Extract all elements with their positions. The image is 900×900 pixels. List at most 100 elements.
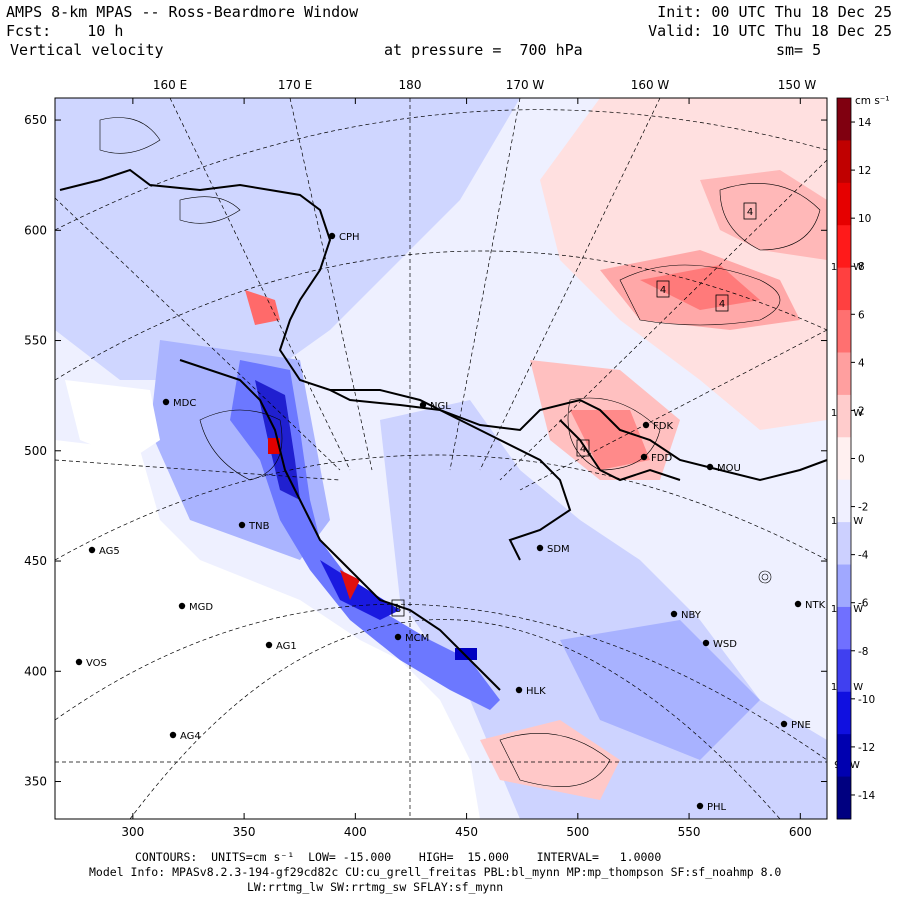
station-dot — [640, 453, 648, 461]
colorbar-swatch — [837, 691, 851, 735]
model-info-physics: LW:rrtmg_lw SW:rrtmg_sw SFLAY:sf_mynn — [247, 880, 504, 894]
station-dot — [178, 602, 186, 610]
y-tick-label: 350 — [24, 775, 47, 789]
colorbar-label: 2 — [858, 405, 865, 417]
colorbar-swatch — [837, 606, 851, 650]
station-label: NGL — [430, 401, 451, 412]
station-dot — [419, 401, 427, 409]
colorbar-swatch — [837, 776, 851, 820]
colorbar-swatch — [837, 182, 851, 226]
contour-box-value: 4 — [747, 207, 753, 218]
contours-label: CONTOURS: — [135, 850, 198, 864]
contour-low: LOW= -15.000 — [308, 850, 392, 864]
colorbar-swatch — [837, 564, 851, 608]
station-dot — [642, 421, 650, 429]
station-dot — [702, 639, 710, 647]
station-dot — [670, 610, 678, 618]
colorbar-swatch — [837, 522, 851, 566]
colorbar-label: 12 — [858, 165, 871, 177]
station-label: PHL — [707, 802, 727, 813]
station-dot — [75, 658, 83, 666]
colorbar-swatch — [837, 267, 851, 311]
station-label: FDK — [653, 421, 673, 432]
longitude-label: 160 W — [631, 78, 670, 92]
x-tick-label: 400 — [344, 825, 367, 839]
station-label: NTK — [805, 600, 826, 611]
contour-box-value: 4 — [719, 299, 725, 310]
station-dot — [162, 398, 170, 406]
x-tick-label: 550 — [678, 825, 701, 839]
station-dot — [780, 720, 788, 728]
map-title: AMPS 8-km MPAS -- Ross-Beardmore Window — [6, 3, 359, 21]
colorbar-swatch — [837, 225, 851, 269]
contour-box-value: 4 — [580, 444, 586, 455]
colorbar-label: 0 — [858, 454, 865, 466]
contour-high: HIGH= 15.000 — [418, 850, 509, 864]
station-label: AG4 — [180, 731, 201, 742]
station-label: MGD — [189, 602, 213, 613]
colorbar-swatch — [837, 734, 851, 778]
colorbar-swatch — [837, 479, 851, 523]
longitude-label: 180 — [399, 78, 422, 92]
station-label: MCM — [405, 633, 429, 644]
station-label: TNB — [248, 521, 270, 532]
colorbar-swatch — [837, 437, 851, 481]
x-tick-label: 300 — [121, 825, 144, 839]
longitude-labels: 160 E 170 E 180 170 W 160 W 150 W — [153, 78, 817, 92]
colorbar-label: 8 — [858, 261, 865, 273]
station-dot — [515, 686, 523, 694]
init-time: Init: 00 UTC Thu 18 Dec 25 — [657, 3, 892, 21]
station-label: WSD — [713, 639, 737, 650]
station-dot — [706, 463, 714, 471]
station-dot — [794, 600, 802, 608]
station-label: NBY — [681, 610, 702, 621]
station-label: MDC — [173, 398, 196, 409]
station-dot — [88, 546, 96, 554]
station-dot — [696, 802, 704, 810]
colorbar-label: 10 — [858, 213, 871, 225]
colorbar-swatch — [837, 98, 851, 141]
y-axis: 650 600 550 500 450 400 350 — [24, 113, 827, 789]
contour-box — [743, 202, 757, 220]
station-label: SDM — [547, 544, 570, 555]
contour-value-boxes: 4 4 4 4 8 — [391, 202, 757, 617]
station-label: CPH — [339, 232, 360, 243]
y-tick-label: 450 — [24, 554, 47, 568]
longitude-label: 150 W — [778, 78, 817, 92]
forecast-hour: Fcst: 10 h — [6, 22, 124, 40]
station-label: AG1 — [276, 641, 297, 652]
colorbar-label: -8 — [858, 646, 868, 658]
colorbar-label: -14 — [858, 790, 875, 802]
colorbar-swatch — [837, 394, 851, 438]
y-tick-label: 550 — [24, 334, 47, 348]
contour-units: UNITS=cm s⁻¹ — [211, 850, 295, 864]
y-tick-label: 500 — [24, 444, 47, 458]
colorbar-label: 4 — [858, 357, 865, 369]
station-dot — [169, 731, 177, 739]
station-dot — [394, 633, 402, 641]
contour-interval: INTERVAL= 1.0000 — [536, 850, 662, 864]
contour-box — [656, 280, 670, 298]
station-label: AG5 — [99, 546, 120, 557]
smoothing-level: sm= 5 — [776, 41, 822, 59]
station-label: HLK — [526, 686, 546, 697]
colorbar-swatch — [837, 649, 851, 693]
station-markers: CPH MDC NGL FDK FDD MOU TNB AG5 SDM MGD NBY NTK MCM A… — [75, 232, 826, 813]
colorbar-label: -2 — [858, 502, 868, 514]
station-dot — [265, 641, 273, 649]
valid-time: Valid: 10 UTC Thu 18 Dec 25 — [648, 22, 892, 40]
pressure-level: at pressure = 700 hPa — [384, 41, 583, 59]
variable-name: Vertical velocity — [10, 41, 164, 59]
y-tick-label: 400 — [24, 664, 47, 678]
x-axis: 300 350 400 450 500 550 600 — [121, 98, 812, 839]
colorbar-swatch — [837, 140, 851, 184]
x-tick-label: 500 — [566, 825, 589, 839]
longitude-label: 170 E — [278, 78, 312, 92]
station-label: MOU — [717, 463, 741, 474]
colorbar: 14 12 10 8 6 4 2 0 -2 -4 -6 -8 -10 -12 -14 — [836, 97, 875, 820]
station-label: VOS — [86, 658, 107, 669]
station-dot — [328, 232, 336, 240]
contour-box — [576, 439, 590, 457]
y-tick-label: 650 — [24, 113, 47, 127]
